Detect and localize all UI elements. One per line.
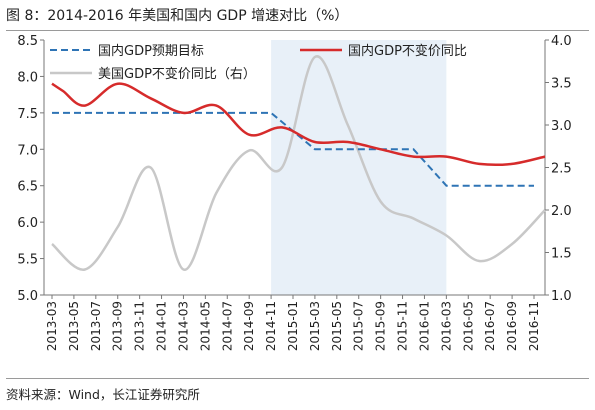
series-lines [51,55,546,271]
x-tick-label: 2013-11 [133,301,147,351]
x-tick-label: 2013-07 [89,301,103,351]
x-tick-label: 2014-03 [176,301,190,351]
x-tick-label: 2015-07 [352,301,366,351]
x-tick-label: 2014-07 [220,301,234,351]
axes: 5.0 5.5 6.0 6.5 7.0 7.5 8.0 8.5 1.0 1.5 2.0 2.5 3.0 3… [17,34,571,351]
left-tick-label: 5.0 [17,289,38,304]
x-tick-label: 2016-05 [461,301,475,351]
x-tick-label: 2016-01 [417,301,431,351]
x-tick-label: 2014-05 [198,301,212,351]
x-tick-label: 2015-05 [330,301,344,351]
shaded-period [271,40,447,295]
legend-label-3: 美国GDP不变价同比（右） [98,66,256,82]
x-tick-label: 2014-11 [264,301,278,351]
series-line-2 [51,82,546,167]
series-line-3 [51,55,546,271]
series-line-1 [52,111,534,187]
x-tick-label: 2016-09 [505,301,519,351]
left-tick-label: 5.5 [17,253,38,268]
left-tick-label: 6.0 [17,216,38,231]
x-tick-label: 2013-09 [111,301,125,351]
x-tick-label: 2015-09 [374,301,388,351]
x-tick-label: 2013-03 [45,301,59,351]
x-tick-label: 2016-11 [527,301,541,351]
x-tick-label: 2016-07 [483,301,497,351]
right-tick-label: 3.0 [551,119,572,134]
x-tick-label: 2013-05 [67,301,81,351]
legend-label-2: 国内GDP不变价同比 [348,43,467,59]
source-rule [6,378,589,379]
x-tick-label: 2014-09 [242,301,256,351]
left-tick-label: 6.5 [17,180,38,195]
right-tick-label: 1.5 [551,247,572,262]
legend-label-1: 国内GDP预期目标 [98,43,204,59]
right-tick-label: 1.0 [551,289,572,304]
x-tick-label: 2016-03 [439,301,453,351]
left-tick-label: 7.5 [17,107,38,122]
title-rule [6,30,589,31]
left-tick-label: 7.0 [17,143,38,158]
left-tick-label: 8.5 [17,34,38,49]
right-tick-label: 2.0 [551,204,572,219]
right-tick-label: 4.0 [551,34,572,49]
source-note: 资料来源：Wind，长江证券研究所 [6,387,200,402]
x-tick-label: 2015-01 [286,301,300,351]
x-tick-label: 2015-11 [396,301,410,351]
x-tick-label: 2014-01 [155,301,169,351]
x-tick-label: 2015-03 [308,301,322,351]
figure-title: 图 8：2014-2016 年美国和国内 GDP 增速对比（%） [6,8,349,24]
right-tick-label: 2.5 [551,162,572,177]
right-tick-label: 3.5 [551,77,572,92]
chart: 5.0 5.5 6.0 6.5 7.0 7.5 8.0 8.5 1.0 1.5 2.0 2.5 3.0 3… [17,34,571,351]
left-tick-label: 8.0 [17,70,38,85]
